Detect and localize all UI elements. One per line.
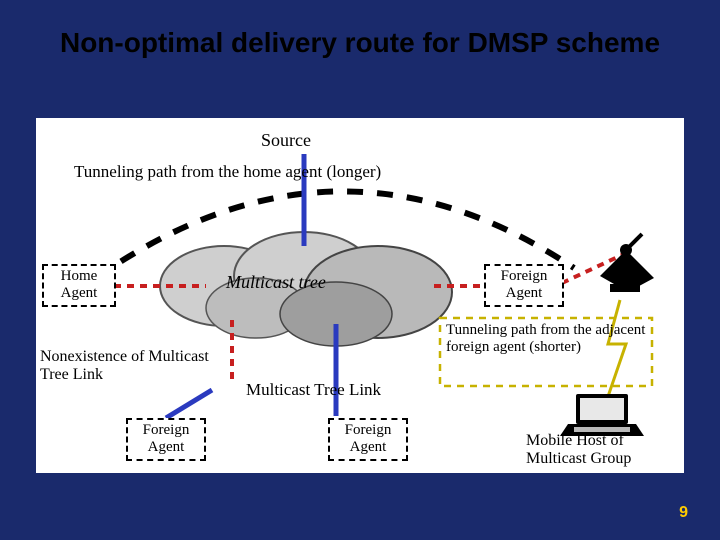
foreign-agent-right-box: Foreign Agent [484,264,564,307]
home-agent-box: Home Agent [42,264,116,307]
satellite-icon [600,234,654,292]
foreign-agent-bm-box: Foreign Agent [328,418,408,461]
page-number: 9 [679,504,688,522]
slide-title: Non-optimal delivery route for DMSP sche… [0,26,720,60]
source-label: Source [261,130,311,151]
nonexistence-label: Nonexistence of Multicast Tree Link [40,348,212,385]
diagram-figure: Source Tunneling path from the home agen… [36,118,684,473]
multicast-tree-label: Multicast tree [226,272,326,293]
mobile-host-label: Mobile Host of Multicast Group [526,432,686,469]
multicast-tree-link-label: Multicast Tree Link [246,380,381,400]
tunneling-short-label: Tunneling path from the adjacent foreign… [446,322,646,357]
tunneling-long-label: Tunneling path from the home agent (long… [74,162,381,182]
foreign-agent-bl-box: Foreign Agent [126,418,206,461]
slide: Non-optimal delivery route for DMSP sche… [0,0,720,540]
laptop-icon [560,394,644,436]
